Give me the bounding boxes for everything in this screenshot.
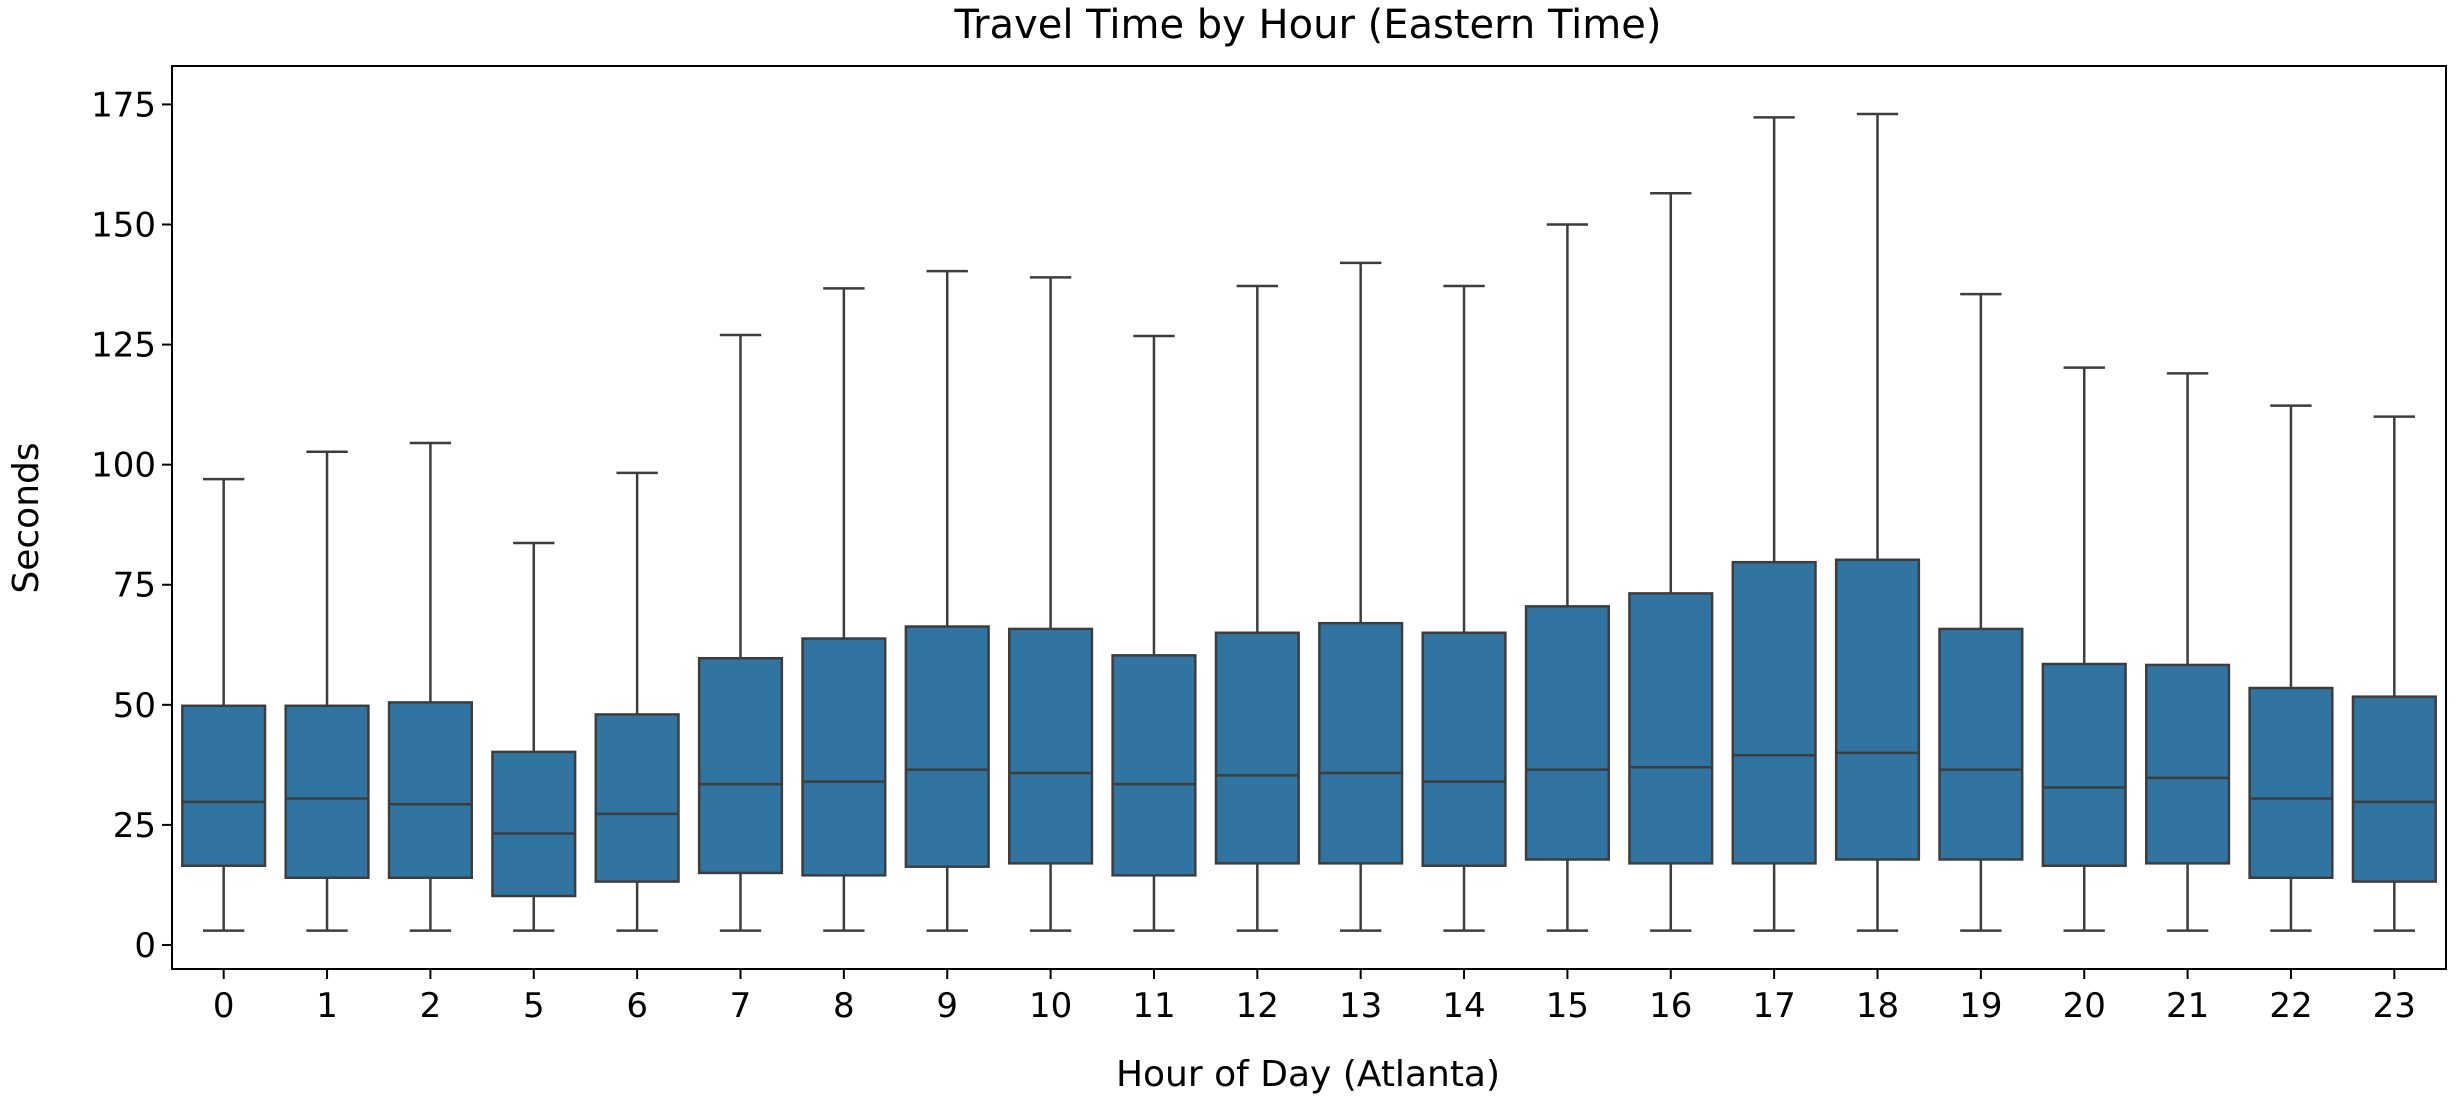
y-axis: 0 25 50 75 100 125 150 175 — [91, 85, 172, 966]
x-tick-label: 19 — [1959, 986, 2002, 1026]
box-iqr — [594, 713, 680, 883]
x-axis: 0 1 2 5 6 7 8 9 10 11 12 13 14 15 16 17 18 19 20 21 22 23 — [213, 969, 2416, 1026]
y-axis-label: Seconds — [6, 442, 47, 593]
box-iqr — [491, 750, 577, 898]
x-tick-label: 6 — [626, 986, 648, 1026]
y-tick-label: 50 — [113, 686, 156, 726]
box-hour-2 — [387, 441, 474, 932]
box-iqr — [1628, 592, 1714, 865]
x-tick-label: 2 — [420, 986, 442, 1026]
box-series — [181, 112, 2437, 932]
y-tick-label: 150 — [91, 206, 156, 246]
x-tick-label: 5 — [523, 986, 545, 1026]
box-hour-12 — [1214, 284, 1300, 932]
box-iqr — [1731, 560, 1817, 865]
box-hour-5 — [491, 541, 577, 932]
x-tick-label: 17 — [1753, 986, 1796, 1026]
box-hour-9 — [904, 269, 990, 932]
x-tick-label: 9 — [936, 986, 958, 1026]
x-tick-label: 15 — [1546, 986, 1589, 1026]
box-iqr — [697, 656, 784, 875]
x-axis-label: Hour of Day (Atlanta) — [1116, 1054, 1500, 1095]
box-hour-20 — [2041, 366, 2127, 932]
y-tick-label: 0 — [134, 926, 156, 966]
x-tick-label: 0 — [213, 986, 235, 1026]
box-hour-1 — [284, 450, 370, 932]
x-tick-label: 10 — [1029, 986, 1072, 1026]
box-iqr — [1318, 621, 1404, 865]
box-iqr — [1421, 631, 1507, 867]
box-hour-14 — [1421, 284, 1507, 932]
box-iqr — [2248, 686, 2334, 879]
box-hour-18 — [1834, 112, 1921, 932]
y-tick-label: 100 — [91, 446, 156, 486]
box-hour-0 — [181, 477, 267, 932]
box-hour-8 — [801, 287, 887, 932]
x-tick-label: 20 — [2063, 986, 2106, 1026]
box-iqr — [904, 625, 990, 868]
box-iqr — [1524, 605, 1611, 861]
x-tick-label: 21 — [2166, 986, 2209, 1026]
box-hour-15 — [1524, 223, 1611, 932]
x-tick-label: 14 — [1442, 986, 1485, 1026]
box-hour-6 — [594, 471, 680, 932]
box-hour-7 — [697, 333, 784, 932]
x-tick-label: 16 — [1649, 986, 1692, 1026]
box-iqr — [1214, 631, 1300, 865]
box-iqr — [2351, 695, 2437, 883]
box-hour-13 — [1318, 261, 1404, 932]
x-tick-label: 18 — [1856, 986, 1899, 1026]
x-tick-label: 13 — [1339, 986, 1382, 1026]
x-tick-label: 23 — [2373, 986, 2416, 1026]
box-iqr — [2144, 663, 2231, 865]
x-tick-label: 8 — [833, 986, 855, 1026]
y-tick-label: 175 — [91, 85, 156, 125]
chart-title: Travel Time by Hour (Eastern Time) — [954, 2, 1662, 48]
box-iqr — [284, 704, 370, 879]
box-hour-10 — [1007, 276, 1094, 932]
box-iqr — [1938, 627, 2024, 861]
box-iqr — [2041, 662, 2127, 867]
box-iqr — [1834, 558, 1921, 861]
x-tick-label: 22 — [2269, 986, 2312, 1026]
box-hour-17 — [1731, 116, 1817, 932]
box-iqr — [801, 637, 887, 877]
box-hour-11 — [1111, 334, 1197, 932]
box-hour-21 — [2144, 372, 2231, 932]
box-iqr — [181, 704, 267, 867]
x-tick-label: 12 — [1236, 986, 1279, 1026]
y-tick-label: 125 — [91, 326, 156, 366]
x-tick-label: 7 — [730, 986, 752, 1026]
box-iqr — [387, 701, 474, 879]
y-tick-label: 25 — [113, 806, 156, 846]
box-iqr — [1007, 627, 1094, 865]
box-iqr — [1111, 654, 1197, 877]
x-tick-label: 11 — [1132, 986, 1175, 1026]
box-hour-23 — [2351, 415, 2437, 932]
box-hour-16 — [1628, 192, 1714, 932]
box-hour-22 — [2248, 404, 2334, 932]
box-hour-19 — [1938, 292, 2024, 932]
plot-frame — [171, 65, 2447, 970]
y-tick-label: 75 — [113, 566, 156, 606]
x-tick-label: 1 — [316, 986, 338, 1026]
